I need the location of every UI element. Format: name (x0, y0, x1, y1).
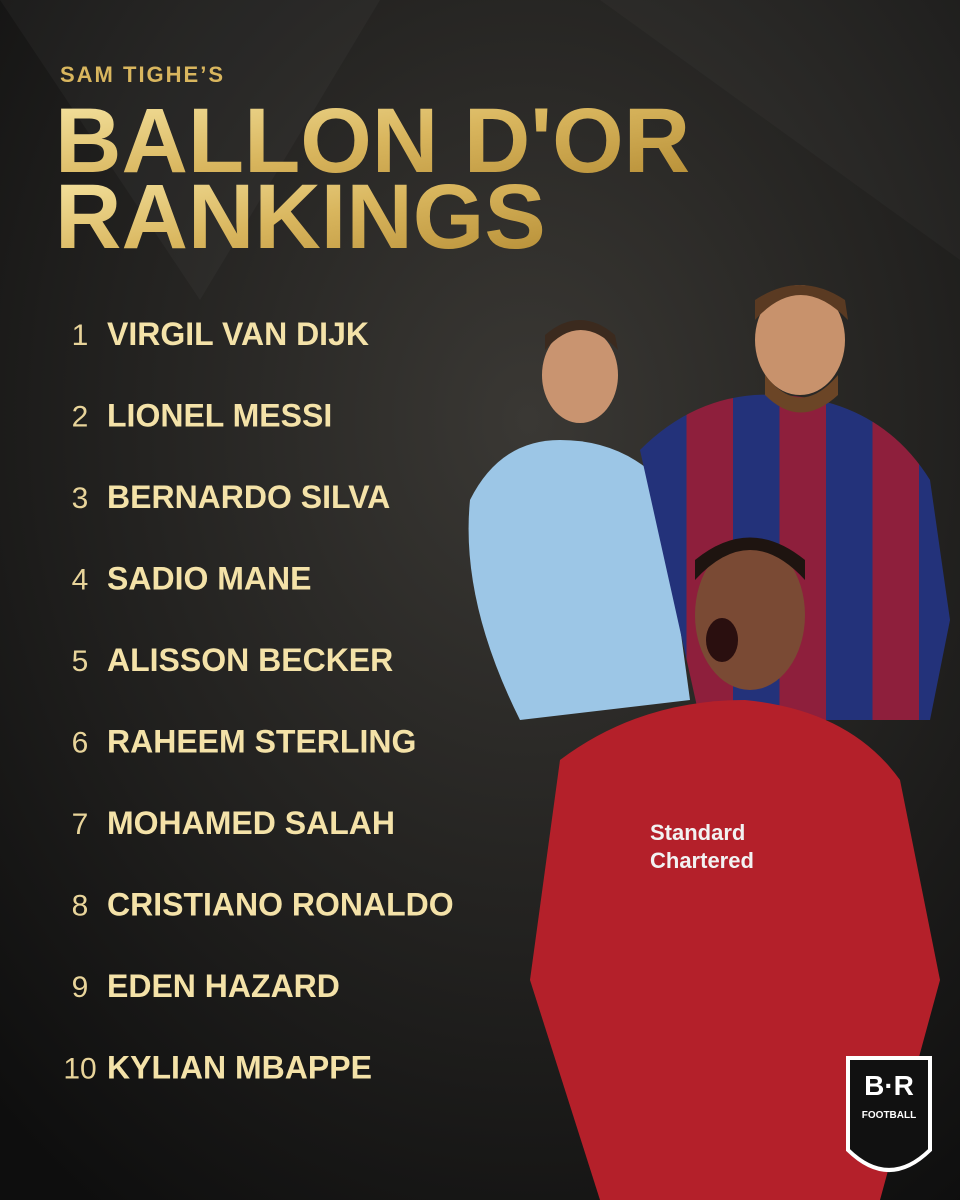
logo: B·R FOOTBALL (846, 1056, 932, 1172)
rank-number: 6 (72, 727, 89, 760)
rank-number: 1 (72, 319, 89, 352)
subtitle: SAM TIGHE’S (60, 62, 225, 87)
player-name: VIRGIL VAN DIJK (107, 316, 369, 352)
rank-number: 7 (72, 808, 89, 841)
player-name: CRISTIANO RONALDO (107, 887, 454, 923)
player-name: EDEN HAZARD (107, 968, 340, 1004)
title-line: RANKINGS (55, 166, 546, 268)
rank-number: 8 (72, 890, 89, 923)
rank-number: 3 (72, 482, 89, 515)
rank-number: 10 (63, 1053, 96, 1086)
player-name: BERNARDO SILVA (107, 479, 390, 515)
player-name: LIONEL MESSI (107, 398, 332, 434)
logo-label: FOOTBALL (862, 1110, 916, 1121)
rank-number: 9 (72, 971, 89, 1004)
title-line: BALLON D'OR (55, 90, 690, 192)
player-name: RAHEEM STERLING (107, 724, 416, 760)
sponsor: Chartered (650, 848, 754, 873)
rankings: 1 VIRGIL VAN DIJK 2 LIONEL MESSI 3 BERNARDO S… (63, 316, 453, 1086)
logo-mark: B·R (864, 1070, 914, 1101)
player-name: SADIO MANE (107, 561, 311, 597)
player-name: ALISSON BECKER (107, 642, 393, 678)
player-van-dijk: Standard Chartered (530, 537, 940, 1200)
player-name: MOHAMED SALAH (107, 805, 395, 841)
sponsor: Standard (650, 820, 745, 845)
rank-number: 4 (72, 564, 89, 597)
player-silva (468, 320, 690, 720)
rank-number: 2 (72, 401, 89, 434)
rank-number: 5 (72, 645, 89, 678)
player-name: KYLIAN MBAPPE (107, 1050, 372, 1086)
